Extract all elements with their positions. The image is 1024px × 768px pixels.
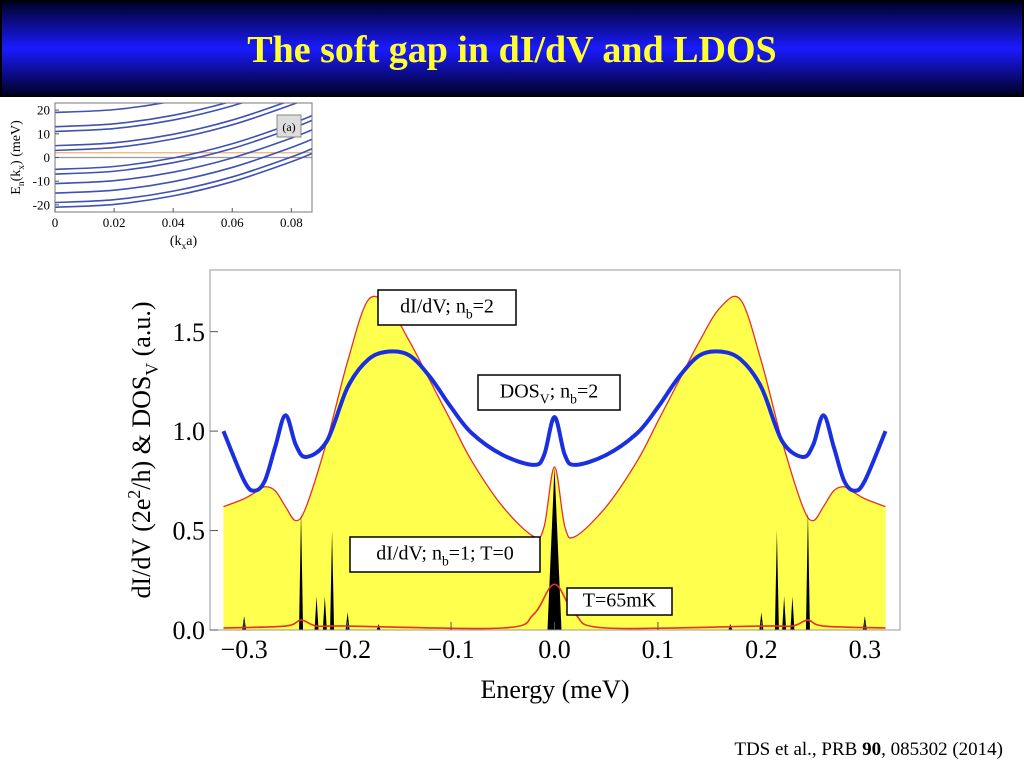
spike [322,596,327,630]
y-tick-label: 1.5 [173,318,206,347]
spike [782,596,787,630]
series-line [55,138,312,194]
panel-tag-box [276,114,302,138]
series-line [55,103,286,147]
x-axis-label: (kxa) [170,234,198,252]
series-line [55,152,312,209]
spike [805,510,810,630]
text-part: (a.u.) [127,302,156,363]
spike [790,596,795,630]
series-line [223,583,886,630]
y-axis-label: En(kx) (meV) [9,120,27,195]
y-tick-label: 1.0 [173,417,206,446]
text-part: (k [170,234,182,249]
annotation: DOSV; nb=2 [500,381,598,407]
y-axis-label: dI/dV (2e2/h) & DOSV (a.u.) [124,302,162,599]
text-part: 2 [124,490,144,499]
series-line [55,147,312,204]
text-part: V [142,363,162,376]
series-line [55,103,168,114]
text-part: b [570,392,577,407]
text-part: , 085302 (2014) [881,739,1003,760]
annotation-box [377,289,517,326]
annotation: dI/dV; nb=1; T=0 [376,543,514,569]
text-part: a) [186,234,197,249]
annotation: dI/dV; nb=2 [400,296,494,322]
x-tick-label: 0.3 [849,635,882,664]
plot-frame [209,269,901,631]
text-part: x [182,242,187,252]
series-line [55,103,245,133]
x-tick-label: 0.0 [538,635,571,664]
text-part: dI/dV; n [376,543,442,565]
text-part: =2 [577,381,598,403]
x-tick-label: −0.2 [324,635,371,664]
x-tick-label: 0.08 [280,215,303,230]
x-axis-label: Energy (meV) [481,675,630,704]
header-bar [0,0,1024,97]
spike [299,510,304,630]
plot-area [221,295,888,630]
series-line [55,103,299,152]
annotation-box [566,587,673,616]
y-tick-label: 10 [37,126,50,141]
x-tick-label: −0.3 [221,635,268,664]
x-tick-label: −0.1 [427,635,474,664]
annotation-box [477,374,621,411]
text-part: 90 [862,739,881,760]
text-part: dI/dV (2e [127,499,156,599]
y-tick-label: 20 [37,103,50,118]
text-part: b [466,307,473,322]
text-part: TDS et al., PRB [734,739,862,760]
y-tick-label: -20 [33,197,50,212]
series-line [223,295,886,539]
citation: TDS et al., PRB 90, 085302 (2014) [734,739,1003,760]
panel-tag: (a) [282,120,295,134]
y-tick-label: -10 [33,174,50,189]
series-line [221,349,888,493]
y-tick-label: 0 [44,150,51,165]
text-part: DOS [500,381,540,403]
annotation-box [349,536,541,573]
text-part: =1; T=0 [449,543,514,565]
text-part: ; n [550,381,571,403]
text-part: dI/dV; n [400,296,466,318]
spike [774,530,779,630]
series-line [55,103,229,128]
x-tick-label: 0.06 [221,215,244,230]
text-part: =2 [473,296,494,318]
spike [330,530,335,630]
text-part: x [17,165,27,170]
text-part: b [442,554,449,569]
text-part: n [17,181,27,186]
spike [547,466,562,630]
slide-title: The soft gap in dI/dV and LDOS [247,29,776,71]
x-tick-label: 0.1 [642,635,675,664]
text-part: ) (meV) [9,120,24,165]
y-tick-label: 0.5 [173,517,206,546]
x-tick-label: 0.02 [103,215,126,230]
text-part: (k [9,170,24,182]
text-part: T=65mK [583,590,657,612]
x-tick-label: 0.2 [745,635,778,664]
text-part: /h) & DOS [127,376,156,490]
text-part: Energy (meV) [481,675,630,704]
spike [314,596,319,630]
annotation: T=65mK [583,590,657,612]
x-tick-label: 0 [52,215,59,230]
y-tick-label: 0.0 [173,616,206,645]
x-tick-label: 0.04 [162,215,185,230]
text-part: V [540,392,550,407]
text-part: E [9,186,24,195]
